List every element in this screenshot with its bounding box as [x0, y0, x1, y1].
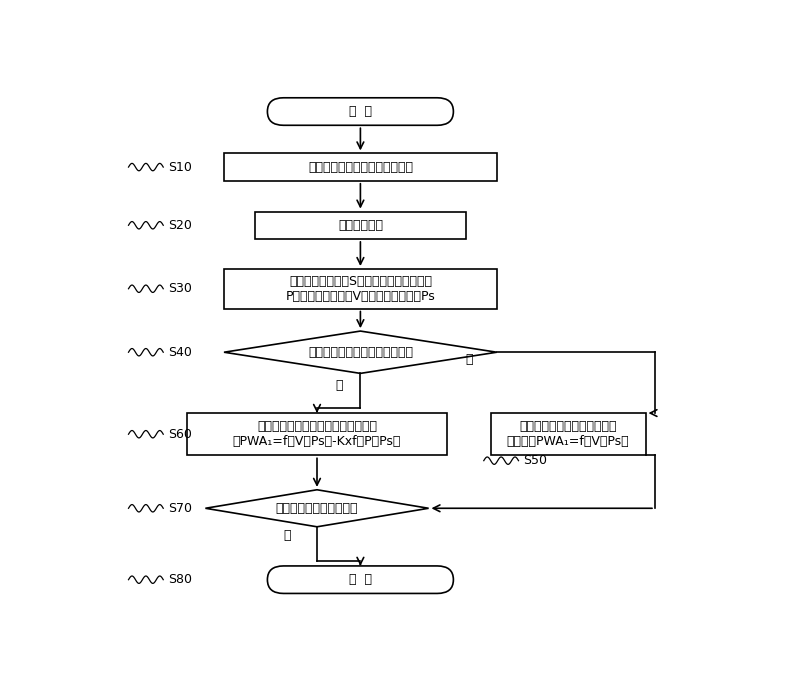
Text: 是: 是	[283, 529, 291, 542]
FancyBboxPatch shape	[490, 413, 646, 455]
Text: 计算、输出第一液压泵的泵功
率控制值PWA₁=f（V，Ps）: 计算、输出第一液压泵的泵功 率控制值PWA₁=f（V，Ps）	[506, 420, 630, 448]
Text: S40: S40	[168, 346, 192, 359]
Polygon shape	[224, 331, 497, 374]
Text: 设置检测装置: 设置检测装置	[338, 218, 383, 232]
Text: 否: 否	[465, 352, 473, 365]
FancyBboxPatch shape	[267, 566, 454, 594]
Text: 动臂是否上升至极限位置: 动臂是否上升至极限位置	[276, 502, 358, 515]
Text: 结  束: 结 束	[349, 573, 372, 586]
Text: S30: S30	[168, 282, 192, 295]
Text: S60: S60	[168, 428, 192, 441]
Text: S20: S20	[168, 218, 192, 232]
Text: S80: S80	[168, 573, 192, 586]
Text: S70: S70	[168, 502, 192, 515]
Text: 计算、输出第一液压泵的泵功率控制
值PWA₁=f（V，Ps）-Kxf（P，Ps）: 计算、输出第一液压泵的泵功率控制 值PWA₁=f（V，Ps）-Kxf（P，Ps）	[233, 420, 401, 448]
Text: S10: S10	[168, 161, 192, 174]
Text: 开  始: 开 始	[349, 105, 372, 118]
Text: 动臂是否上升至极限位置检测区: 动臂是否上升至极限位置检测区	[308, 346, 413, 359]
Text: 采集动臂位置信号S，第一液压泵压力信号
P，发动机转速信号V，手柄操纵量信号Ps: 采集动臂位置信号S，第一液压泵压力信号 P，发动机转速信号V，手柄操纵量信号Ps	[286, 275, 435, 303]
FancyBboxPatch shape	[267, 98, 454, 125]
FancyBboxPatch shape	[255, 212, 466, 239]
Polygon shape	[206, 490, 429, 527]
Text: 是: 是	[335, 379, 342, 392]
Text: 在动臂上设置一极限位置检测区: 在动臂上设置一极限位置检测区	[308, 161, 413, 174]
Text: S50: S50	[523, 454, 547, 467]
FancyBboxPatch shape	[224, 269, 497, 308]
FancyBboxPatch shape	[187, 413, 447, 455]
FancyBboxPatch shape	[224, 153, 497, 181]
